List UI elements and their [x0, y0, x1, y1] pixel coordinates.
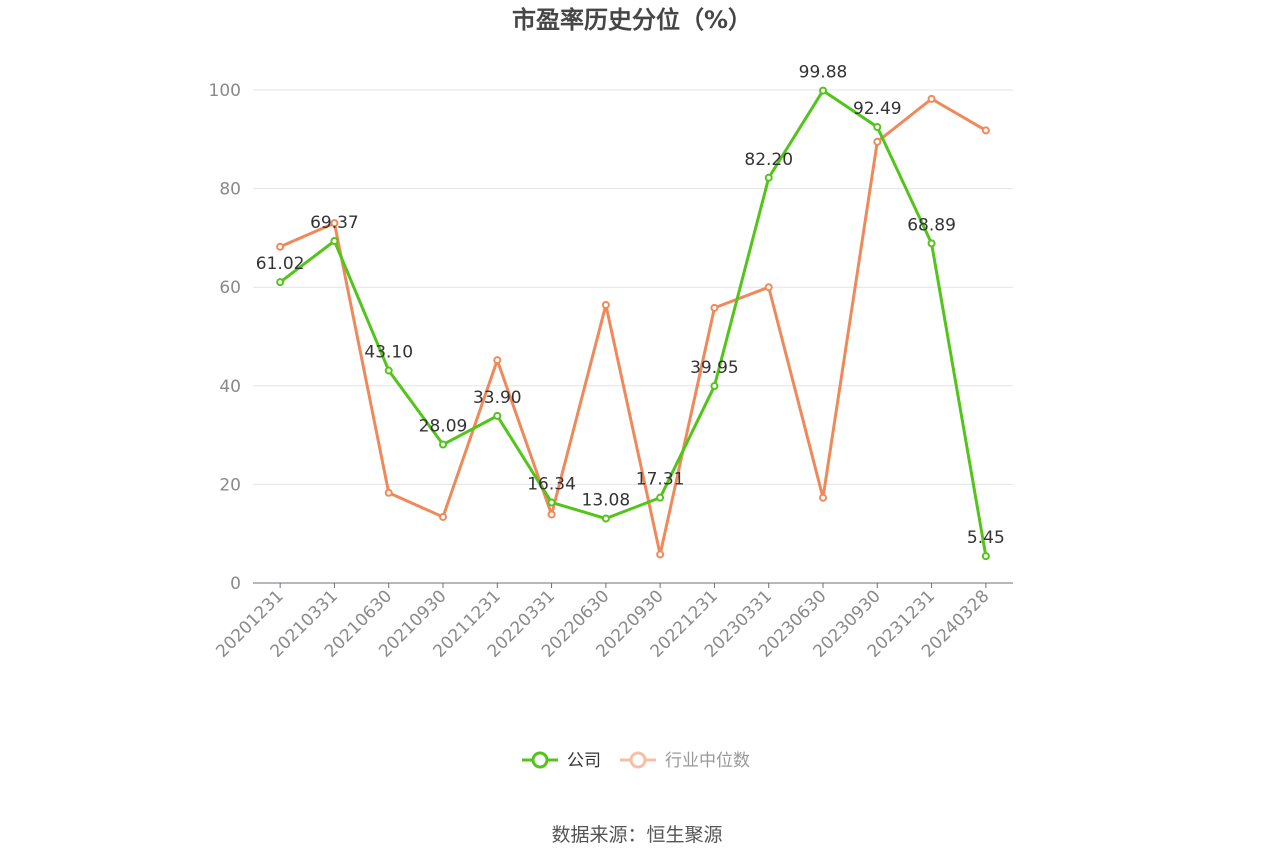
y-tick-label: 80: [219, 180, 241, 200]
data-point: [764, 283, 773, 292]
data-point: [656, 493, 665, 502]
data-point: [981, 552, 990, 561]
data-point: [276, 278, 285, 287]
series-company: [276, 86, 990, 561]
data-point: [656, 550, 665, 559]
data-label: 82.20: [744, 150, 793, 170]
data-label: 68.89: [907, 215, 956, 235]
series-group: [276, 86, 990, 561]
y-tick-label: 40: [219, 377, 241, 397]
data-point: [873, 123, 882, 132]
legend-marker: [531, 751, 549, 769]
legend-item-industry-median[interactable]: 行业中位数: [620, 751, 750, 771]
data-label: 5.45: [967, 528, 1005, 548]
data-point: [547, 498, 556, 507]
data-label: 99.88: [799, 63, 848, 83]
data-point: [710, 303, 719, 312]
y-tick-label: 0: [230, 574, 241, 594]
gridlines: [253, 89, 1013, 485]
legend-item-company[interactable]: 公司: [522, 751, 601, 771]
legend-marker: [629, 751, 647, 769]
data-label: 13.08: [582, 491, 631, 511]
data-label: 16.34: [527, 474, 576, 494]
data-point: [927, 94, 936, 103]
data-point: [601, 300, 610, 309]
data-point: [819, 86, 827, 95]
series-industry-median: [276, 94, 990, 559]
y-tick-label: 20: [219, 475, 241, 495]
data-point: [439, 512, 447, 521]
x-axis: 2020123120210331202106302021093020211231…: [212, 582, 1013, 662]
data-label: 28.09: [419, 417, 468, 437]
y-tick-label: 60: [219, 278, 241, 298]
data-label: 39.95: [690, 358, 739, 378]
legend-label: 公司: [567, 751, 601, 771]
data-point: [601, 514, 610, 523]
data-point: [927, 239, 936, 248]
data-point: [493, 356, 502, 365]
data-point: [493, 411, 502, 420]
y-axis: 0 20 40 60 80 100: [209, 81, 241, 594]
data-point: [276, 242, 285, 251]
data-point: [873, 137, 882, 146]
legend-label: 行业中位数: [665, 751, 750, 771]
data-point: [547, 510, 556, 519]
data-point: [384, 488, 393, 497]
series-line: [279, 89, 988, 557]
source-note: 数据来源：恒生聚源: [551, 824, 722, 846]
chart-title: 市盈率历史分位（%）: [512, 6, 752, 34]
series-line: [279, 97, 987, 556]
data-point: [819, 493, 827, 502]
data-point: [330, 219, 339, 228]
data-label: 61.02: [256, 254, 305, 274]
legend[interactable]: 公司 行业中位数: [522, 751, 750, 771]
data-label: 69.37: [310, 213, 359, 233]
data-point: [764, 173, 773, 182]
data-label: 17.31: [636, 470, 685, 490]
data-point: [710, 382, 719, 391]
data-label: 92.49: [853, 99, 902, 119]
data-point: [981, 126, 990, 135]
y-tick-label: 100: [209, 81, 241, 101]
data-label: 43.10: [364, 343, 413, 363]
data-point: [384, 366, 393, 375]
data-point: [330, 237, 339, 246]
data-point: [439, 440, 447, 449]
data-label: 33.90: [473, 388, 522, 408]
